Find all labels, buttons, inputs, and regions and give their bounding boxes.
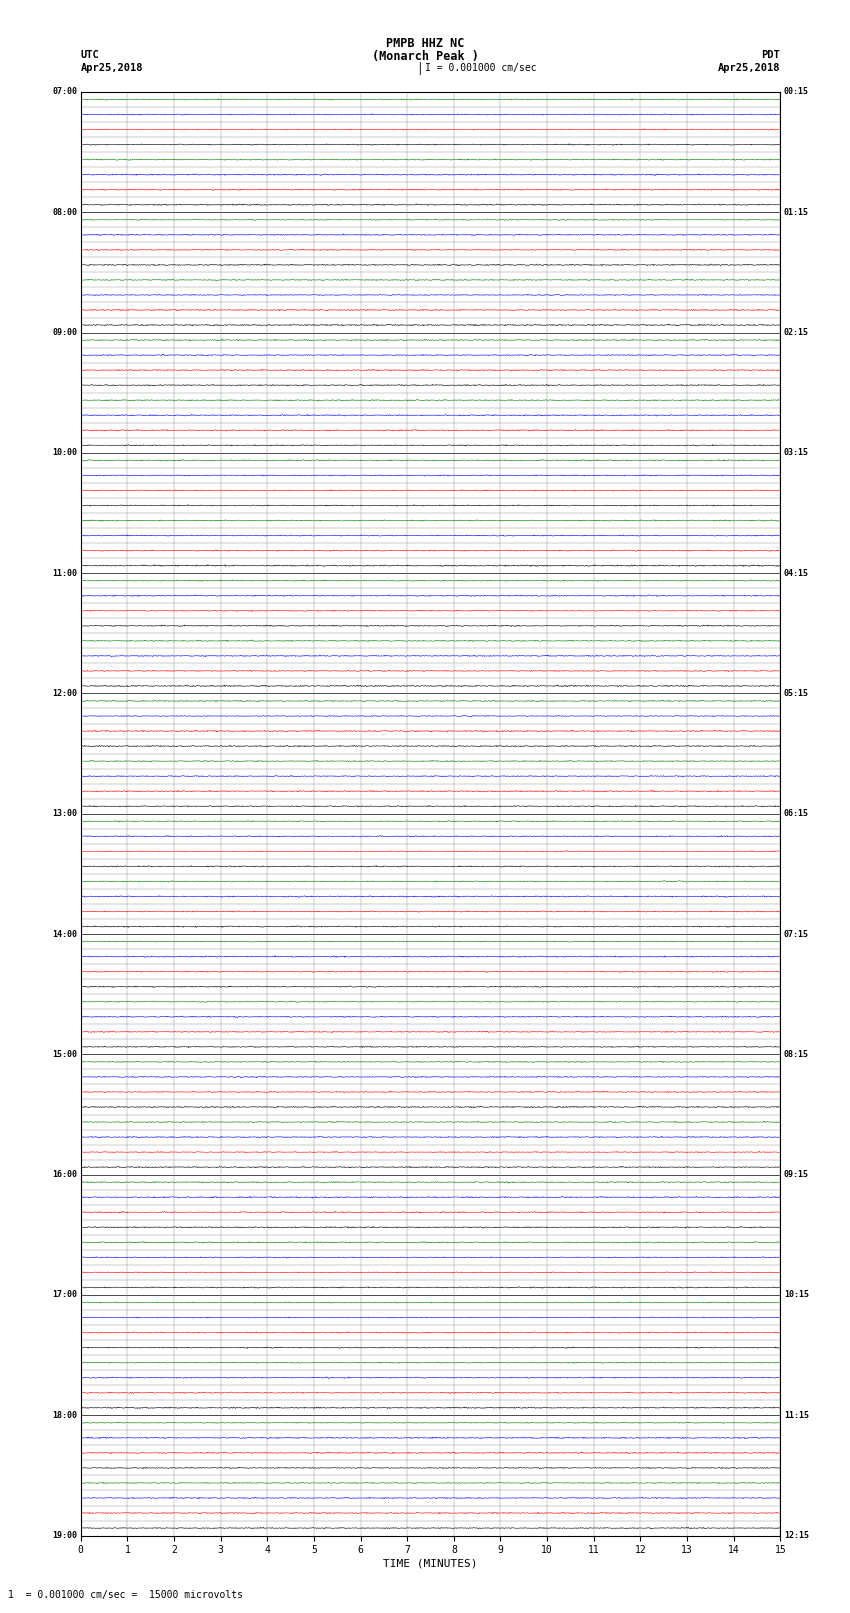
Text: 10:15: 10:15 (784, 1290, 809, 1300)
Text: 13:00: 13:00 (52, 810, 77, 818)
Text: Apr25,2018: Apr25,2018 (717, 63, 780, 73)
Text: 10:00: 10:00 (52, 448, 77, 458)
Text: │: │ (416, 63, 422, 76)
Text: 01:15: 01:15 (784, 208, 809, 216)
Text: 05:15: 05:15 (784, 689, 809, 698)
Text: 04:15: 04:15 (784, 569, 809, 577)
Text: 02:15: 02:15 (784, 327, 809, 337)
Text: 03:15: 03:15 (784, 448, 809, 458)
Text: UTC: UTC (81, 50, 99, 60)
Text: 07:00: 07:00 (52, 87, 77, 97)
Text: 12:00: 12:00 (52, 689, 77, 698)
Text: 14:00: 14:00 (52, 929, 77, 939)
Text: 15:00: 15:00 (52, 1050, 77, 1058)
Text: Apr25,2018: Apr25,2018 (81, 63, 144, 73)
Text: 16:00: 16:00 (52, 1169, 77, 1179)
Text: 19:00: 19:00 (52, 1531, 77, 1540)
Text: PDT: PDT (762, 50, 780, 60)
Text: 1  = 0.001000 cm/sec =  15000 microvolts: 1 = 0.001000 cm/sec = 15000 microvolts (8, 1590, 243, 1600)
Text: 11:00: 11:00 (52, 569, 77, 577)
Text: 17:00: 17:00 (52, 1290, 77, 1300)
Text: 08:00: 08:00 (52, 208, 77, 216)
Text: 12:15: 12:15 (784, 1531, 809, 1540)
Text: (Monarch Peak ): (Monarch Peak ) (371, 50, 479, 63)
Text: 08:15: 08:15 (784, 1050, 809, 1058)
Text: I = 0.001000 cm/sec: I = 0.001000 cm/sec (425, 63, 536, 73)
Text: 18:00: 18:00 (52, 1411, 77, 1419)
Text: 09:00: 09:00 (52, 327, 77, 337)
Text: PMPB HHZ NC: PMPB HHZ NC (386, 37, 464, 50)
Text: 11:15: 11:15 (784, 1411, 809, 1419)
Text: 09:15: 09:15 (784, 1169, 809, 1179)
Text: 00:15: 00:15 (784, 87, 809, 97)
Text: 07:15: 07:15 (784, 929, 809, 939)
X-axis label: TIME (MINUTES): TIME (MINUTES) (383, 1558, 478, 1568)
Text: 06:15: 06:15 (784, 810, 809, 818)
